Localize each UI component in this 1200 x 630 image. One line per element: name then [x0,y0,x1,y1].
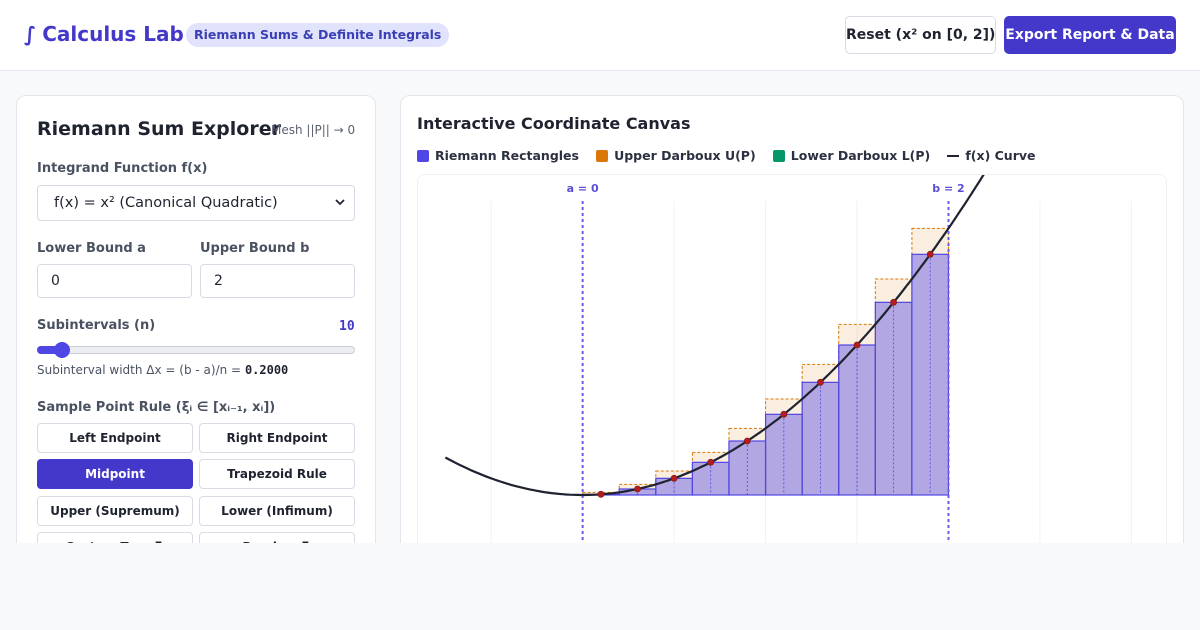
sample-point [926,250,934,258]
sample-point [817,378,824,386]
page-background [0,543,1200,630]
integral-logo-icon: ∫ [24,22,37,46]
reset-button[interactable]: Reset (x² on [0, 2]) [845,16,996,54]
canvas-legend: Riemann Rectangles Upper Darboux U(P) Lo… [417,145,1048,163]
upper-swatch-icon [596,150,609,162]
rule-lower-infimum-button[interactable]: Lower (Infimum) [199,496,355,526]
legend-curve-label: f(x) Curve [965,148,1036,163]
dx-value: 0.2000 [244,363,289,377]
curve-line-icon [947,155,960,157]
sample-point [853,341,861,349]
sample-point [707,458,715,466]
sample-point [743,437,751,445]
subintervals-slider-fill [37,346,63,354]
subintervals-slider-thumb[interactable] [54,342,70,358]
upper-bound-label: Upper Bound b [200,241,310,256]
dx-readout: Subinterval width Δx = (b - a)/n = 0.200… [37,363,288,377]
chevron-down-icon [334,186,346,233]
sample-point [890,298,898,306]
legend-riemann: Riemann Rectangles [417,148,579,163]
subintervals-value: 10 [339,319,355,334]
integrand-selected-value: f(x) = x² (Canonical Quadratic) [54,195,278,211]
riemann-rectangle [838,344,876,496]
plot-svg[interactable]: a = 0 b = 2 [418,175,1167,565]
legend-riemann-label: Riemann Rectangles [435,148,579,163]
app-brand: ∫ Calculus Lab [24,22,184,46]
rule-upper-supremum-button[interactable]: Upper (Supremum) [37,496,193,526]
subintervals-slider-track[interactable] [37,346,355,354]
sample-point [780,410,788,418]
integrand-label: Integrand Function f(x) [37,161,208,176]
subintervals-label: Subintervals (n) [37,318,156,333]
subtitle-badge: Riemann Sums & Definite Integrals [186,23,450,47]
rule-midpoint-button[interactable]: Midpoint [37,459,193,489]
riemann-swatch-icon [417,150,429,162]
lower-swatch-icon [772,150,785,162]
rule-left-endpoint-button[interactable]: Left Endpoint [37,423,193,453]
sample-point [597,490,605,498]
panel-title: Riemann Sum Explorer [37,118,281,140]
dx-formula: Subinterval width Δx = (b - a)/n = [37,363,242,377]
upper-bound-label: b = 2 [932,182,964,195]
riemann-controls-panel: Riemann Sum Explorer Mesh ||P|| → 0 Inte… [16,95,376,565]
sample-point [634,485,641,493]
lower-bound-label: a = 0 [567,182,599,195]
sample-point [670,474,678,482]
canvas-title: Interactive Coordinate Canvas [417,114,691,133]
legend-lower-label: Lower Darboux L(P) [790,148,931,163]
legend-upper-label: Upper Darboux U(P) [614,148,756,163]
function-curve [444,175,985,497]
coordinate-canvas[interactable]: a = 0 b = 2 [417,174,1167,565]
sample-rule-label: Sample Point Rule (ξᵢ ∈ [xᵢ₋₁, xᵢ]) [37,400,276,415]
legend-upper: Upper Darboux U(P) [596,148,756,163]
lower-bound-input[interactable]: 0 [37,264,192,298]
top-bar: ∫ Calculus Lab Riemann Sums & Definite In… [0,0,1200,71]
mesh-note: Mesh ||P|| → 0 [271,123,356,137]
app-title: Calculus Lab [42,22,184,46]
legend-lower: Lower Darboux L(P) [772,148,931,163]
export-report-button[interactable]: Export Report & Data [1004,16,1176,54]
integrand-select[interactable]: f(x) = x² (Canonical Quadratic) [37,185,355,221]
lower-bound-label: Lower Bound a [37,241,146,256]
upper-bound-input[interactable]: 2 [200,264,355,298]
canvas-panel: Interactive Coordinate Canvas Riemann Re… [400,95,1184,565]
legend-curve: f(x) Curve [947,148,1036,163]
rule-trapezoid-button[interactable]: Trapezoid Rule [199,459,355,489]
rule-right-endpoint-button[interactable]: Right Endpoint [199,423,355,453]
